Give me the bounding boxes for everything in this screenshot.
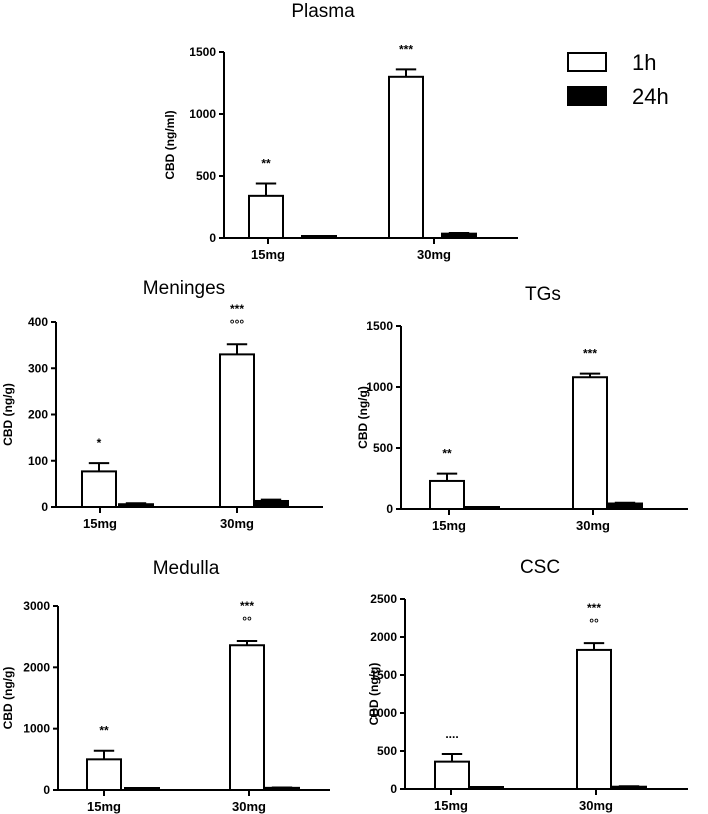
bar-1h-30mg — [229, 644, 265, 792]
y-axis-label: CBD (ng/ml) — [163, 110, 177, 179]
y-tick-label: 0 — [390, 782, 397, 796]
bar-24h-15mg — [301, 235, 337, 239]
x-tick-label: 30mg — [576, 518, 610, 533]
y-tick-label: 2000 — [370, 630, 397, 644]
x-tick-label: 15mg — [87, 799, 121, 814]
significance-label: *** — [240, 599, 254, 613]
significance-label: ** — [442, 447, 452, 461]
y-tick-label: 500 — [373, 441, 393, 455]
y-tick-label: 1500 — [366, 319, 393, 333]
y-tick-label: 500 — [377, 744, 397, 758]
bar-24h-15mg — [464, 506, 500, 510]
y-tick-label: 1500 — [189, 45, 216, 59]
y-axis-label: CBD (ng/g) — [1, 383, 15, 446]
bar-24h-15mg — [118, 503, 154, 509]
y-axis-label: CBD (ng/g) — [1, 667, 15, 730]
bar-1h-15mg — [86, 758, 122, 791]
x-tick-label: 15mg — [432, 518, 466, 533]
bar-1h-30mg — [572, 376, 608, 510]
chart-title: CSC — [520, 557, 560, 578]
significance-label: *** — [587, 601, 601, 615]
y-tick-label: 1500 — [370, 668, 397, 682]
legend-swatch-1h — [567, 52, 607, 72]
y-tick-label: 0 — [41, 500, 48, 514]
bar-24h-15mg — [468, 786, 504, 790]
y-tick-label: 200 — [28, 408, 48, 422]
y-tick-label: 2000 — [23, 660, 50, 674]
y-tick-label: 400 — [28, 315, 48, 329]
significance-label: °°° — [230, 317, 245, 331]
legend-label-24h: 24h — [632, 84, 669, 109]
bar-24h-30mg — [607, 502, 643, 511]
y-tick-label: 0 — [209, 231, 216, 245]
significance-label: *** — [399, 42, 413, 56]
bar-24h-30mg — [264, 786, 300, 791]
x-tick-label: 15mg — [434, 798, 468, 813]
bar-24h-15mg — [124, 787, 160, 791]
significance-label: *** — [583, 347, 597, 361]
x-tick-label: 30mg — [579, 798, 613, 813]
y-tick-label: 300 — [28, 361, 48, 375]
y-tick-label: 1000 — [366, 380, 393, 394]
chart-panel-meninges: Meninges CBD (ng/g) 0 100 200 300 400 15mg 30mg *… — [1, 278, 323, 531]
significance-label: ** — [99, 724, 109, 738]
x-tick-label: 30mg — [417, 247, 451, 262]
y-tick-label: 1000 — [189, 107, 216, 121]
bar-24h-30mg — [441, 232, 477, 240]
x-tick-label: 15mg — [251, 247, 285, 262]
x-tick-label: 30mg — [232, 799, 266, 814]
significance-label: * — [97, 436, 102, 450]
legend-swatch-24h — [567, 86, 607, 106]
legend: 1h 24h — [567, 50, 669, 109]
bar-1h-15mg — [429, 479, 465, 511]
significance-label: *** — [230, 302, 244, 316]
bar-1h-30mg — [219, 353, 255, 508]
bar-24h-30mg — [253, 499, 289, 508]
significance-label: ** — [261, 156, 271, 170]
chart-title: TGs — [525, 284, 561, 305]
y-tick-label: 2500 — [370, 592, 397, 606]
bar-1h-15mg — [81, 470, 117, 509]
y-tick-label: 100 — [28, 454, 48, 468]
bar-1h-30mg — [388, 75, 424, 239]
y-axis-label: CBD (ng/g) — [356, 386, 370, 449]
y-tick-label: 3000 — [23, 599, 50, 613]
bar-1h-15mg — [434, 760, 470, 791]
chart-panel-medulla: Medulla CBD (ng/g) 0 1000 2000 3000 15mg 30mg **… — [1, 558, 330, 814]
chart-panel-csc: CSC CBD (ng/g) 0 500 1000 1500 2000 2500 15mg 30m… — [367, 557, 688, 813]
y-tick-label: 1000 — [370, 706, 397, 720]
y-tick-label: 0 — [386, 502, 393, 516]
chart-title: Plasma — [291, 1, 355, 22]
bar-1h-30mg — [576, 648, 612, 790]
bar-1h-15mg — [248, 194, 284, 239]
y-axis-label: CBD (ng/g) — [367, 663, 381, 726]
x-tick-label: 30mg — [220, 516, 254, 531]
y-tick-label: 500 — [196, 169, 216, 183]
y-tick-label: 1000 — [23, 722, 50, 736]
y-tick-label: 0 — [43, 783, 50, 797]
chart-title: Meninges — [143, 278, 225, 299]
significance-label: °° — [242, 614, 252, 628]
significance-label: .... — [445, 727, 458, 741]
bar-24h-30mg — [611, 785, 647, 790]
chart-title: Medulla — [153, 558, 220, 579]
significance-label: °° — [589, 616, 599, 630]
x-tick-label: 15mg — [83, 516, 117, 531]
legend-label-1h: 1h — [632, 50, 656, 75]
